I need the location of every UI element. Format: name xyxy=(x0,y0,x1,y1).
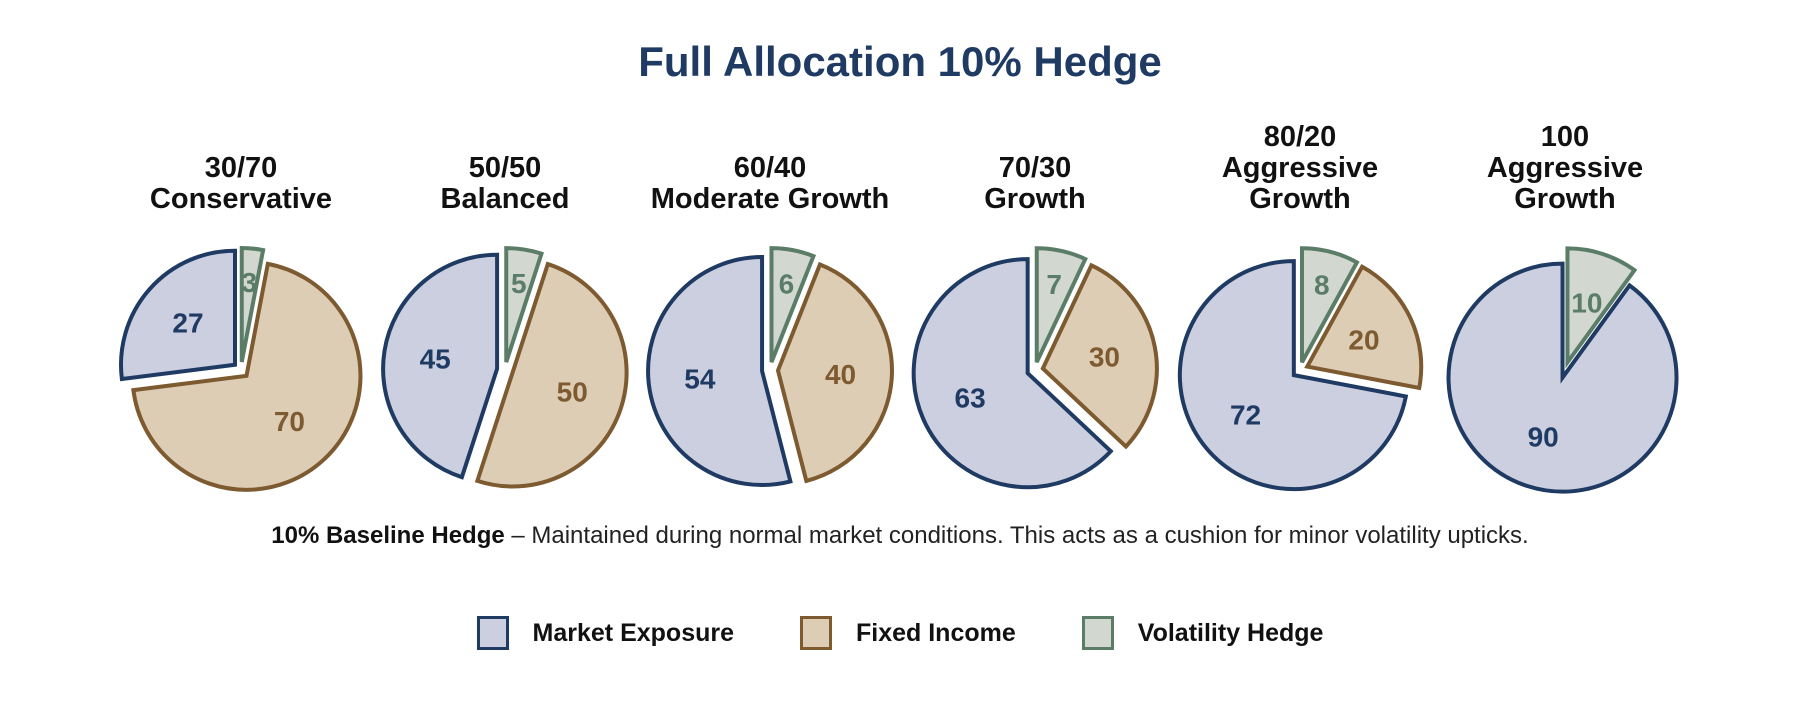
pie-slice-market-exposure xyxy=(1177,259,1409,492)
pie-title-line: Growth xyxy=(1514,183,1616,215)
pie-title-line: Aggressive xyxy=(1222,152,1378,184)
pie-title-line: Conservative xyxy=(150,183,332,215)
pie-title-line: 100 xyxy=(1541,121,1589,153)
pie-slice-volatility-hedge xyxy=(769,246,817,363)
data-label-market-exposure: 45 xyxy=(420,343,451,374)
legend-swatch-volatility-hedge xyxy=(1081,616,1114,650)
pie-slice-market-exposure xyxy=(381,252,500,480)
data-label-volatility-hedge: 7 xyxy=(1046,269,1062,300)
pie-title-line: 70/30 xyxy=(999,152,1072,184)
pie-title-line: Aggressive xyxy=(1487,152,1643,184)
pie-title-line: Balanced xyxy=(441,183,570,215)
pie-title-line: 30/70 xyxy=(205,152,278,184)
pie-slice-volatility-hedge xyxy=(1034,246,1088,364)
data-label-fixed-income: 70 xyxy=(274,406,305,437)
pie-title-line: 60/40 xyxy=(734,152,807,184)
pie-slice-volatility-hedge xyxy=(1565,246,1638,369)
data-label-volatility-hedge: 5 xyxy=(511,268,527,299)
legend-label-fixed-income: Fixed Income xyxy=(856,618,1016,647)
legend-item-market-exposure: Market Exposure xyxy=(476,616,734,650)
pie-slice-market-exposure xyxy=(119,248,237,382)
pie-slice-volatility-hedge xyxy=(504,246,544,363)
data-label-volatility-hedge: 3 xyxy=(241,267,257,298)
legend: Market Exposure Fixed Income Volatility … xyxy=(0,616,1800,650)
legend-label-volatility-hedge: Volatility Hedge xyxy=(1137,618,1324,647)
data-label-fixed-income: 40 xyxy=(825,359,856,390)
pie-slice-volatility-hedge xyxy=(1299,246,1360,364)
pie-title-line: Growth xyxy=(1249,183,1351,215)
data-label-market-exposure: 90 xyxy=(1528,422,1559,453)
legend-swatch-fixed-income xyxy=(800,616,832,650)
pie-slice-market-exposure xyxy=(1446,261,1679,494)
chart-title: Full Allocation 10% Hedge xyxy=(638,38,1162,85)
legend-item-volatility-hedge: Volatility Hedge xyxy=(1081,616,1324,650)
data-label-market-exposure: 27 xyxy=(172,308,203,339)
pie-slice-fixed-income xyxy=(1304,263,1424,391)
pie-title-line: 50/50 xyxy=(469,152,542,184)
data-label-market-exposure: 72 xyxy=(1230,400,1261,431)
data-label-volatility-hedge: 8 xyxy=(1314,269,1330,300)
data-label-market-exposure: 63 xyxy=(955,383,986,414)
data-label-fixed-income: 20 xyxy=(1348,324,1379,355)
legend-swatch-market-exposure xyxy=(476,616,509,650)
legend-label-market-exposure: Market Exposure xyxy=(532,618,734,647)
data-label-volatility-hedge: 10 xyxy=(1571,287,1602,318)
pie-slice-market-exposure xyxy=(911,257,1114,490)
pie-slice-market-exposure xyxy=(646,254,793,487)
pie-title-line: Growth xyxy=(984,183,1086,215)
footnote: 10% Baseline Hedge – Maintained during n… xyxy=(0,522,1800,550)
pie-slice-fixed-income xyxy=(474,261,629,489)
data-label-market-exposure: 54 xyxy=(684,363,716,394)
pie-slice-fixed-income xyxy=(775,261,894,484)
pie-title-line: 80/20 xyxy=(1264,121,1337,153)
data-label-fixed-income: 50 xyxy=(557,376,588,407)
pie-slice-fixed-income xyxy=(131,261,363,492)
pie-slice-volatility-hedge xyxy=(239,246,266,363)
footnote-bold: 10% Baseline Hedge xyxy=(271,522,505,549)
pie-title-line: Moderate Growth xyxy=(651,183,889,215)
legend-item-fixed-income: Fixed Income xyxy=(800,616,1016,650)
footnote-text: – Maintained during normal market condit… xyxy=(504,522,1529,549)
data-label-volatility-hedge: 6 xyxy=(779,268,795,299)
pie-slice-fixed-income xyxy=(1040,262,1159,450)
data-label-fixed-income: 30 xyxy=(1089,341,1120,372)
